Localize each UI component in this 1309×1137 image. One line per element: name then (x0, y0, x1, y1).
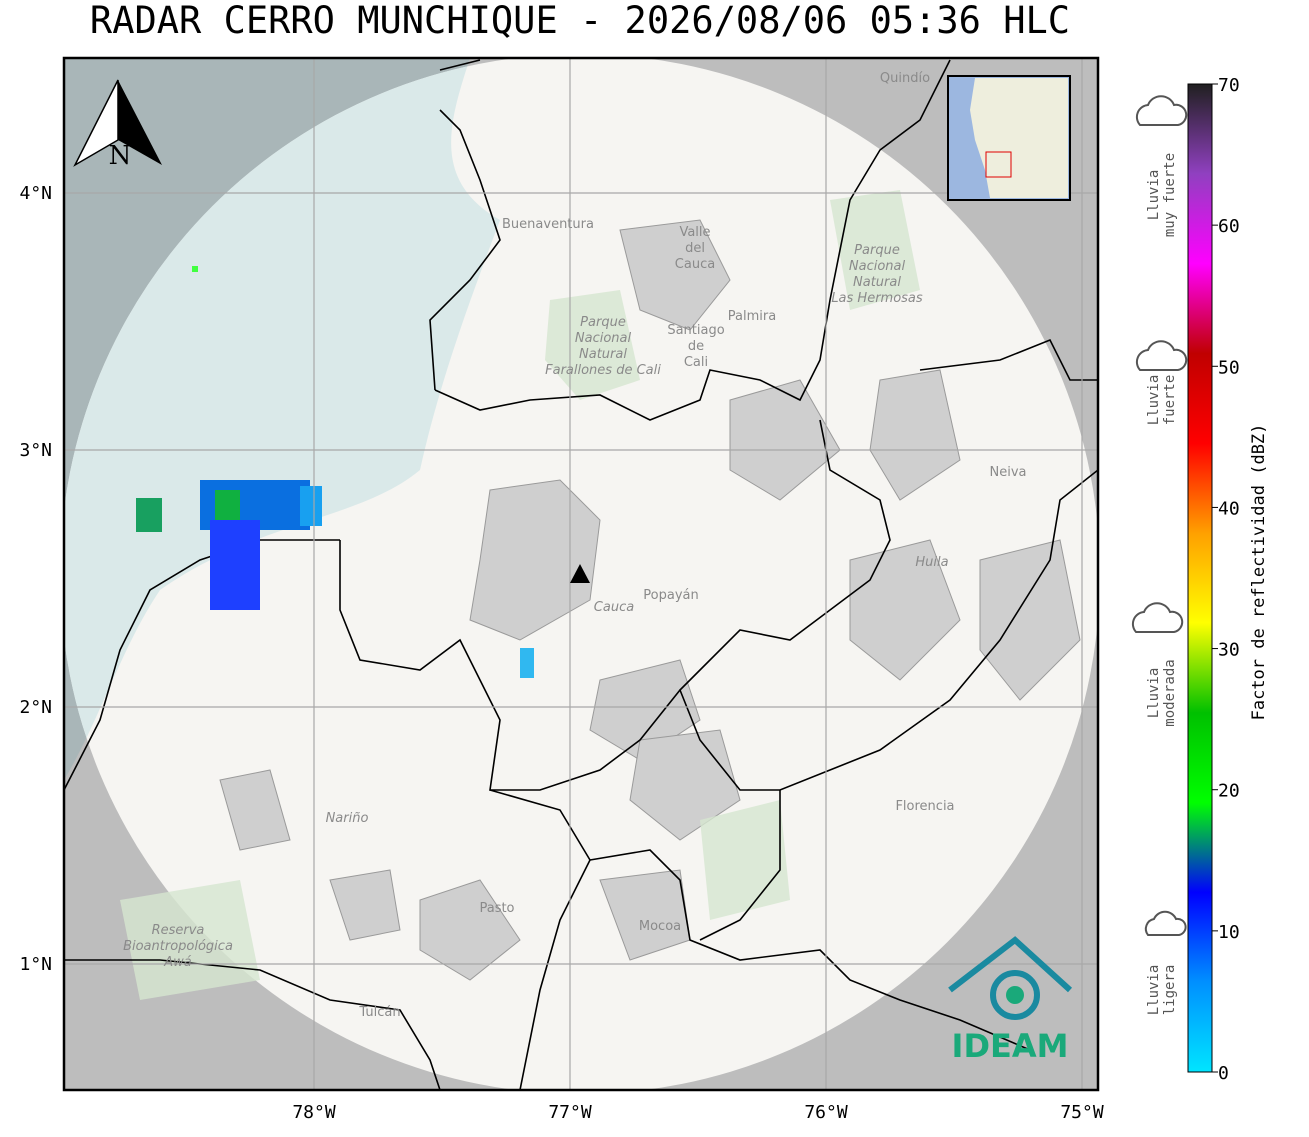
lat-label: 2°N (19, 697, 52, 718)
rain-level-label: Lluvia (1146, 375, 1162, 426)
colorbar-tick-label: 60 (1218, 216, 1240, 237)
lat-label: 4°N (19, 183, 52, 204)
rain-icons (1131, 95, 1188, 936)
colorbar-tick-label: 40 (1218, 498, 1240, 519)
colorbar-tick-label: 0 (1218, 1063, 1229, 1084)
north-arrow (73, 79, 162, 167)
radar-echoes (136, 266, 534, 678)
place-label: Nariño (326, 811, 369, 826)
inset-map (947, 75, 1071, 201)
rain-level-label: ligera (1162, 965, 1178, 1016)
lat-label: 3°N (19, 440, 52, 461)
rain-level-label: Lluvia (1146, 965, 1162, 1016)
colorbar (1187, 83, 1213, 1073)
grid (64, 58, 1098, 1090)
lon-label: 76°W (804, 1102, 848, 1123)
department-borders (64, 59, 1098, 1090)
colorbar-label: Factor de reflectividad (dBZ) (1249, 424, 1269, 721)
place-label: Parque Nacional Natural Farallones de Cali (545, 315, 661, 378)
place-label: Huila (915, 555, 948, 570)
place-label: Buenaventura (502, 217, 594, 232)
map-frame (62, 56, 1100, 1092)
place-label: Neiva (990, 465, 1027, 480)
lon-label: 77°W (548, 1102, 592, 1123)
place-label: Cauca (594, 600, 634, 615)
rain-level-label: Lluvia (1146, 668, 1162, 719)
place-label: Popayán (643, 588, 698, 603)
colorbar-tick-label: 10 (1218, 922, 1240, 943)
rain-level-label: muy fuerte (1162, 153, 1178, 237)
colorbar-tick-label: 30 (1218, 640, 1240, 661)
lat-label: 1°N (19, 954, 52, 975)
place-label: Quindío (880, 71, 930, 86)
colorbar-tick-label: 50 (1218, 357, 1240, 378)
place-label: Reserva Bioantropológica Awá (123, 923, 233, 970)
lon-label: 78°W (292, 1102, 336, 1123)
map: N IDEAM (64, 58, 1098, 1090)
logo-text: IDEAM (952, 1027, 1069, 1065)
place-label: Santiago de Cali (667, 323, 724, 370)
lon-label: 75°W (1060, 1102, 1104, 1123)
rain-level-label: fuerte (1162, 375, 1178, 426)
radar-site (570, 564, 590, 583)
colorbar-tick-label: 20 (1218, 781, 1240, 802)
place-label: Parque Nacional Natural Las Hermosas (831, 243, 923, 306)
place-label: Valle del Cauca (675, 225, 715, 272)
rain-level-label: moderada (1162, 659, 1178, 726)
place-label: Florencia (895, 799, 954, 814)
place-label: Mocoa (639, 919, 681, 934)
north-label: N (109, 141, 132, 171)
rain-level-label: Lluvia (1146, 170, 1162, 221)
colorbar-tick-label: 70 (1218, 75, 1240, 96)
place-label: Pasto (479, 901, 514, 916)
logo (948, 936, 1073, 1020)
municipalities (219, 219, 1081, 981)
title: RADAR CERRO MUNCHIQUE - 2026/08/06 05:36… (90, 0, 1070, 42)
place-label: Tulcán (358, 1005, 400, 1020)
place-label: Palmira (728, 309, 776, 324)
parks (120, 190, 920, 1000)
